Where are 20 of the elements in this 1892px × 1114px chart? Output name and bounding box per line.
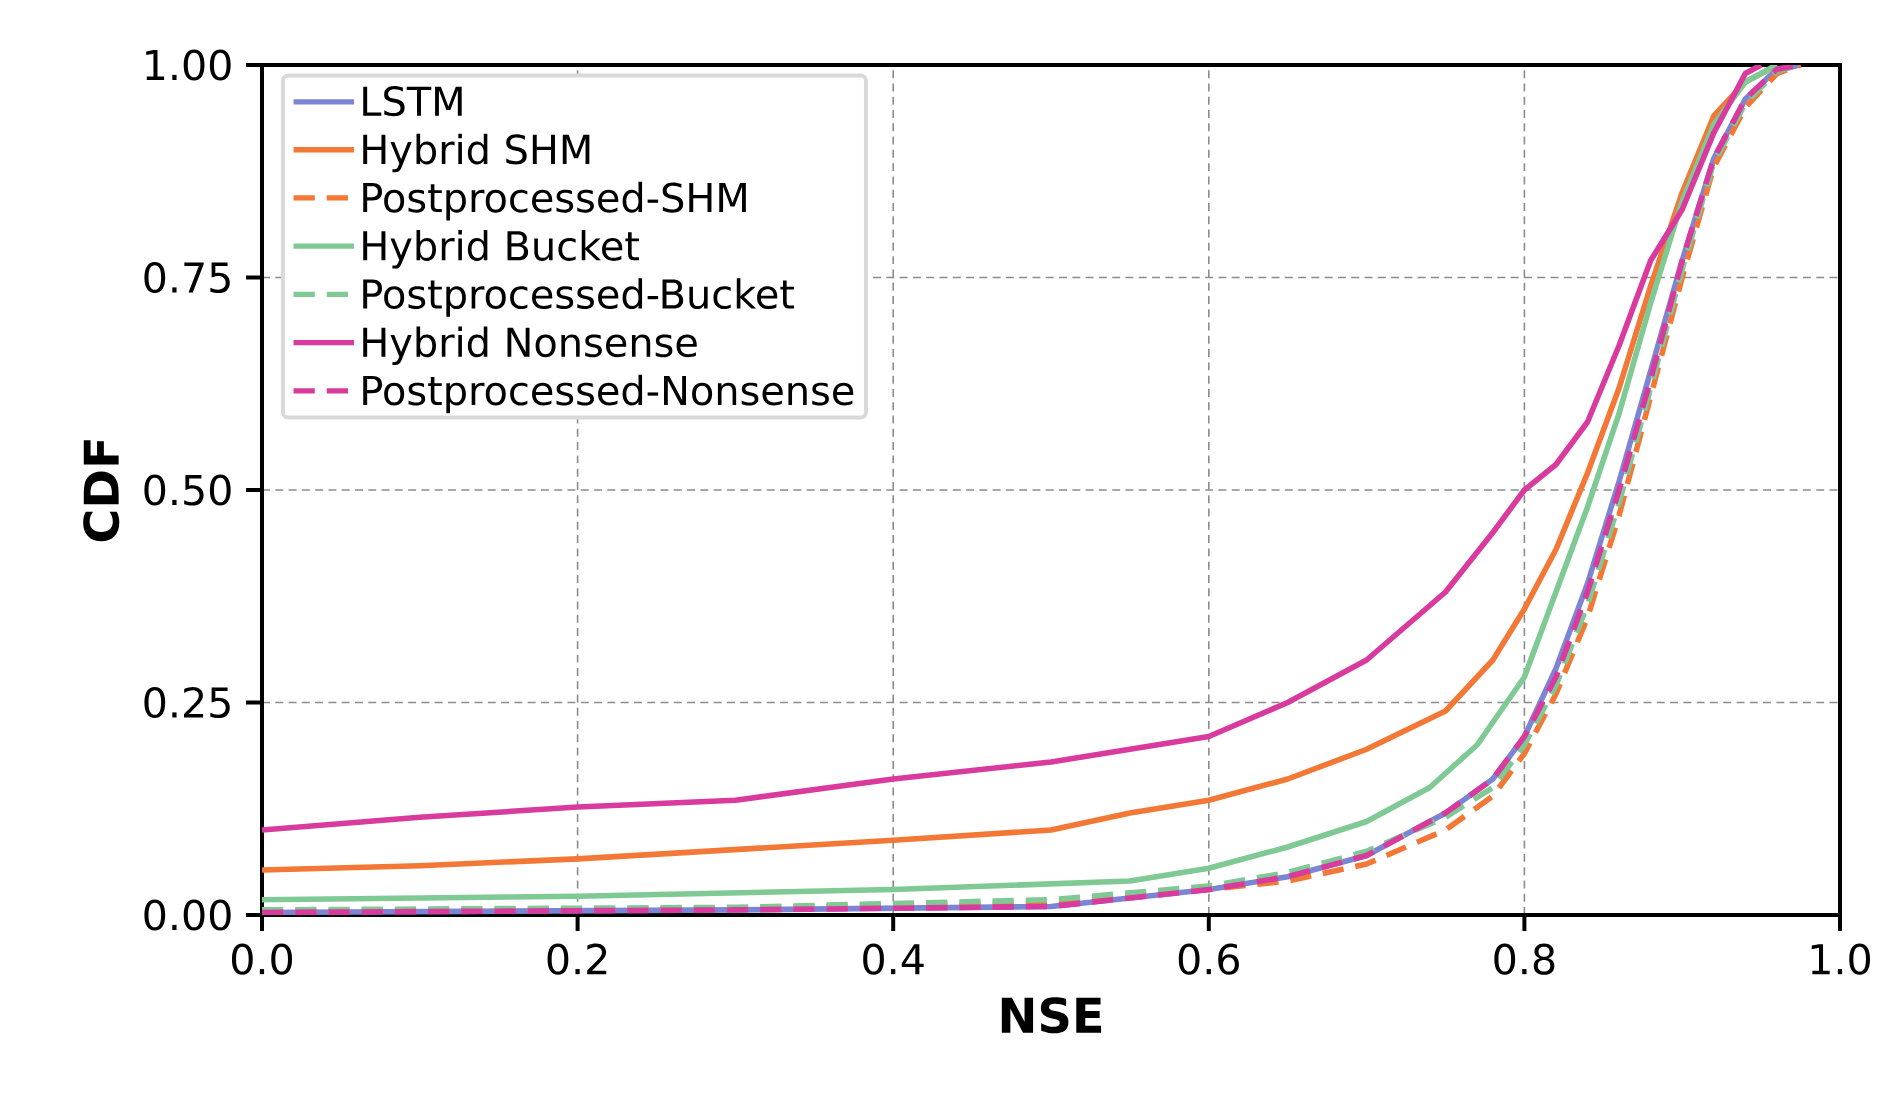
y-tick-label: 0.50 bbox=[144, 474, 231, 506]
x-tick-label: 0.2 bbox=[547, 943, 607, 975]
y-tick-label: 1.00 bbox=[146, 49, 231, 81]
x-tick-label: 0.0 bbox=[231, 943, 293, 975]
legend-label: Postprocessed-Nonsense bbox=[363, 374, 854, 414]
x-tick-label: 0.6 bbox=[1178, 943, 1239, 975]
y-tick-label: 0.75 bbox=[144, 261, 230, 294]
legend-label: Hybrid SHM bbox=[363, 133, 590, 173]
legend-label: LSTM bbox=[363, 86, 462, 117]
y-tick-label: 0.00 bbox=[144, 899, 231, 931]
legend-label: Hybrid Bucket bbox=[363, 230, 639, 269]
legend-label: Postprocessed-Bucket bbox=[363, 278, 795, 317]
legend-label: Hybrid Nonsense bbox=[363, 326, 697, 366]
x-tick-label: 1.0 bbox=[1811, 943, 1871, 975]
legend-label: Postprocessed-SHM bbox=[363, 181, 746, 221]
y-axis-title: CDF bbox=[83, 440, 120, 542]
y-tick-label: 0.25 bbox=[144, 686, 230, 719]
x-tick-label: 0.8 bbox=[1494, 943, 1555, 975]
x-tick-label: 0.4 bbox=[863, 943, 924, 975]
x-axis-title: NSE bbox=[1001, 997, 1102, 1034]
